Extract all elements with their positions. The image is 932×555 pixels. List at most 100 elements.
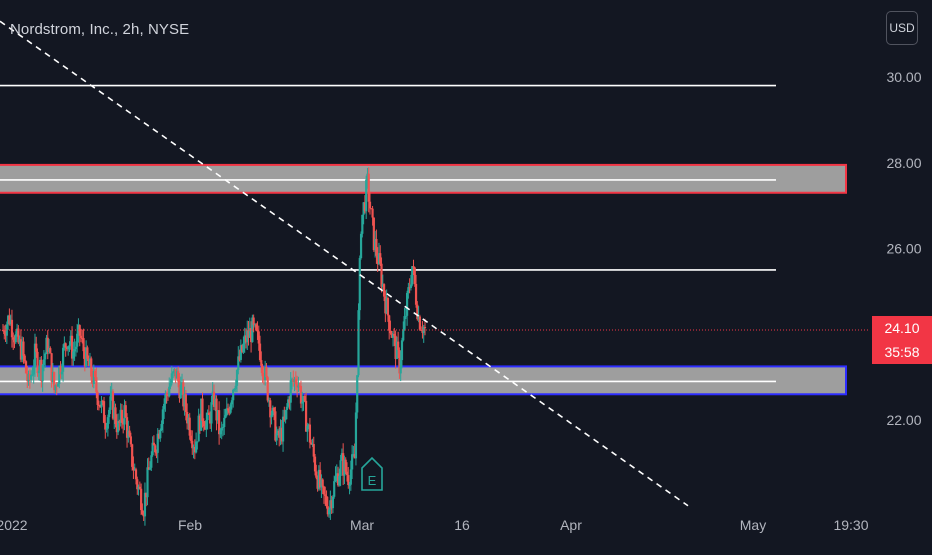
candle-body [170,373,173,384]
candle-body [91,376,94,384]
candle-body [81,337,84,339]
symbol-title[interactable]: Nordstrom, Inc., 2h, NYSE [10,21,190,38]
price-tick-label: 26.00 [886,241,921,257]
earnings-marker-label: E [368,473,377,488]
candle-body [76,333,79,347]
candle-body [216,410,219,421]
candle-body [381,284,384,287]
candle-body [388,315,391,331]
candle-body [397,341,400,350]
candle-body [271,407,274,416]
candle-body [142,514,145,517]
candle-body [44,353,47,360]
candle-body [205,420,208,430]
candle-body [357,310,360,376]
zones-layer [0,163,847,396]
candle-body [395,341,398,359]
candle-body [372,217,375,251]
candle-body [247,330,250,338]
candle-body [220,427,223,431]
candle-body [65,347,69,350]
candle-body [56,383,60,387]
candle-body [198,415,202,431]
candle-body [405,292,409,316]
candle-body [384,296,387,314]
candle-body [160,423,163,431]
candle-body [331,496,335,509]
candle-body [365,179,368,212]
candle-body [174,368,177,379]
candle-body [273,407,276,412]
candle-body [279,427,282,438]
candle-body [159,430,162,439]
candle-body [308,424,312,443]
candle-body [108,409,111,418]
candle-body [67,346,70,350]
candle-body [105,428,108,430]
candle-body [77,325,80,334]
candle-body [109,396,112,410]
candle-body [3,330,6,334]
candle-body [336,473,340,486]
candle-body [138,486,141,489]
candle-body [14,334,17,343]
candle-body [226,408,230,411]
candle-body [269,400,272,418]
earnings-marker: E [361,456,383,491]
candle-body [203,426,207,430]
candle-body [417,316,420,320]
candle-body [321,479,324,487]
candle-body [241,345,244,352]
candle-body [242,343,245,352]
candle-body [147,467,150,470]
candle-body [238,356,241,360]
candle-body [270,415,273,418]
candle-body [171,372,175,374]
candle-body [329,500,332,510]
candle-body [131,444,134,467]
candle-body [193,447,196,453]
candle-body [358,258,361,311]
candle-body [132,466,135,471]
candle-body [197,415,200,442]
candle-body [79,335,83,338]
candle-body [17,328,20,343]
earnings-layer: E [361,456,383,491]
price-tick-label: 28.00 [886,155,921,171]
candle-body [219,430,222,435]
candle-body [69,335,72,346]
candle-body [119,409,122,423]
candle-body [229,404,232,413]
candle-body [150,455,153,468]
candle-body [68,345,71,347]
candle-body [23,355,26,362]
candle-body [63,343,66,348]
candle-body [230,400,234,405]
candle-body [163,403,166,410]
candle-body [292,379,295,383]
candle-body [78,325,81,336]
candle-body [201,398,204,422]
candle-body [224,415,227,418]
candle-body [62,347,65,372]
candle-body [113,407,116,419]
candle-body [214,398,217,407]
candle-body [409,284,413,288]
candle-body [248,328,251,338]
candle-body [95,377,98,393]
candle-body [114,407,117,425]
currency-button[interactable]: USD [886,11,918,45]
candle-body [391,333,395,338]
candle-body [211,391,214,403]
candle-body [299,385,303,404]
candle-body [319,469,322,488]
candle-body [420,329,423,331]
time-tick-label: Mar [350,517,374,533]
candle-body [106,417,109,429]
candle-body [311,444,314,446]
candle-body [45,337,48,354]
candle-body [161,409,164,424]
candle-body [362,202,365,215]
